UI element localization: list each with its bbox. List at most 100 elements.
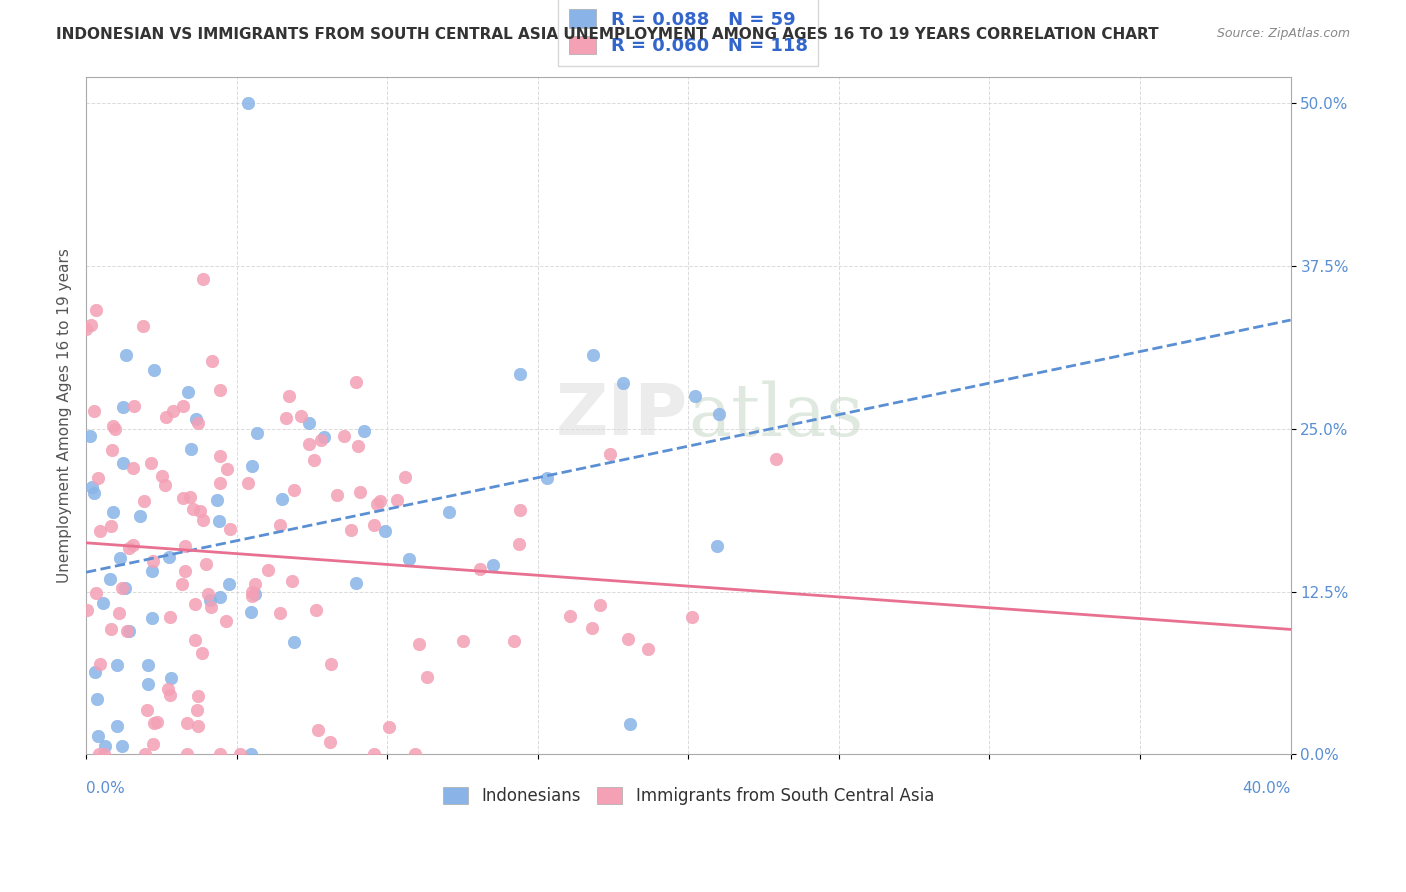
Point	[157, 550, 180, 565]
Point	[243, 577, 266, 591]
Point	[416, 670, 439, 684]
Point	[612, 376, 634, 390]
Point	[451, 634, 474, 648]
Point	[765, 452, 787, 467]
Point	[683, 389, 706, 403]
Point	[187, 719, 209, 733]
Point	[124, 399, 146, 413]
Point	[91, 596, 114, 610]
Point	[117, 624, 139, 638]
Point	[184, 597, 207, 611]
Point	[134, 494, 156, 508]
Point	[111, 400, 134, 414]
Point	[297, 416, 319, 430]
Point	[142, 738, 165, 752]
Point	[238, 96, 260, 111]
Text: ZIP: ZIP	[557, 381, 689, 450]
Point	[172, 577, 194, 591]
Point	[136, 703, 159, 717]
Point	[143, 716, 166, 731]
Point	[103, 505, 125, 519]
Point	[105, 719, 128, 733]
Point	[138, 676, 160, 690]
Point	[79, 318, 101, 332]
Point	[290, 409, 312, 423]
Point	[172, 491, 194, 505]
Point	[159, 609, 181, 624]
Point	[191, 272, 214, 286]
Point	[75, 322, 97, 336]
Point	[208, 449, 231, 463]
Point	[239, 747, 262, 762]
Point	[470, 562, 492, 576]
Point	[84, 303, 107, 318]
Point	[179, 490, 201, 504]
Point	[209, 383, 232, 397]
Point	[160, 672, 183, 686]
Text: Source: ZipAtlas.com: Source: ZipAtlas.com	[1216, 27, 1350, 40]
Point	[240, 589, 263, 603]
Point	[599, 447, 621, 461]
Point	[228, 747, 250, 762]
Point	[174, 539, 197, 553]
Point	[240, 585, 263, 599]
Point	[326, 487, 349, 501]
Point	[93, 747, 115, 762]
Text: 40.0%: 40.0%	[1243, 781, 1291, 797]
Point	[238, 476, 260, 491]
Point	[89, 524, 111, 539]
Point	[589, 598, 612, 612]
Point	[681, 610, 703, 624]
Point	[173, 564, 195, 578]
Point	[707, 407, 730, 421]
Point	[111, 456, 134, 470]
Point	[107, 607, 129, 621]
Text: 0.0%: 0.0%	[86, 781, 125, 797]
Point	[283, 635, 305, 649]
Point	[108, 551, 131, 566]
Point	[200, 599, 222, 614]
Point	[87, 471, 110, 485]
Point	[385, 493, 408, 508]
Point	[363, 747, 385, 762]
Point	[187, 417, 209, 431]
Point	[218, 576, 240, 591]
Point	[190, 646, 212, 660]
Point	[368, 493, 391, 508]
Point	[79, 429, 101, 443]
Point	[347, 439, 370, 453]
Point	[509, 368, 531, 382]
Point	[76, 603, 98, 617]
Point	[283, 483, 305, 497]
Point	[129, 508, 152, 523]
Point	[394, 470, 416, 484]
Point	[208, 514, 231, 528]
Point	[619, 717, 641, 731]
Point	[188, 503, 211, 517]
Point	[176, 747, 198, 762]
Point	[134, 747, 156, 762]
Point	[93, 739, 115, 753]
Point	[333, 429, 356, 443]
Point	[269, 518, 291, 533]
Point	[558, 609, 581, 624]
Point	[177, 385, 200, 400]
Point	[86, 692, 108, 706]
Point	[298, 437, 321, 451]
Point	[304, 452, 326, 467]
Point	[89, 657, 111, 672]
Point	[304, 602, 326, 616]
Text: INDONESIAN VS IMMIGRANTS FROM SOUTH CENTRAL ASIA UNEMPLOYMENT AMONG AGES 16 TO 1: INDONESIAN VS IMMIGRANTS FROM SOUTH CENT…	[56, 27, 1159, 42]
Point	[269, 606, 291, 620]
Point	[104, 422, 127, 436]
Point	[208, 476, 231, 491]
Point	[101, 442, 124, 457]
Point	[83, 486, 105, 500]
Point	[122, 538, 145, 552]
Point	[141, 565, 163, 579]
Point	[184, 412, 207, 426]
Point	[280, 574, 302, 588]
Point	[155, 409, 177, 424]
Point	[153, 477, 176, 491]
Point	[157, 682, 180, 697]
